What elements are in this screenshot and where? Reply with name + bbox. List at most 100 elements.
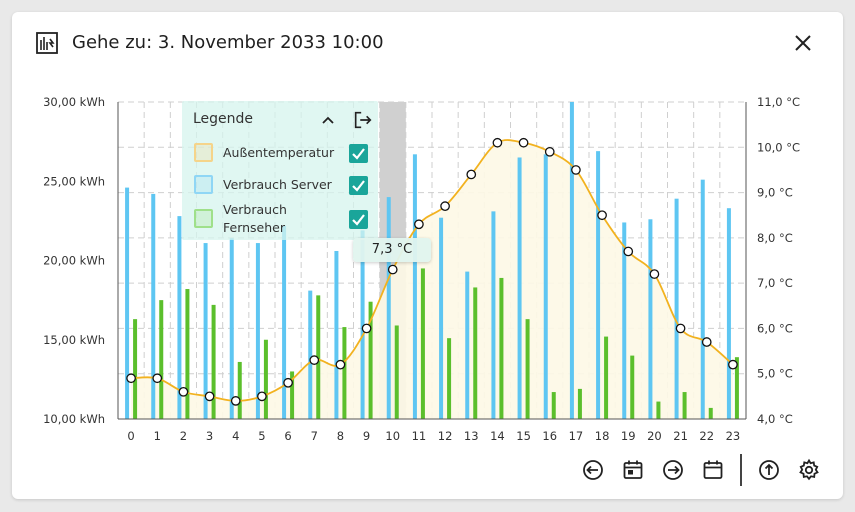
x-tick-label: 10 [385, 429, 400, 443]
server-bar [596, 151, 601, 419]
tv-bar [604, 336, 609, 419]
temperature-point [309, 355, 320, 365]
temperature-point [492, 137, 503, 148]
server-bar [517, 157, 522, 419]
tv-bar [551, 392, 556, 419]
toolbar-divider [740, 454, 742, 486]
y-tick-label-left: 10,00 kWh [43, 412, 105, 426]
y-tick-label-right: 5,0 °C [757, 367, 793, 381]
tv-bar [185, 289, 190, 419]
legend-item-temperature: Außentemperatur [193, 142, 378, 166]
tv-bar [734, 357, 739, 419]
temperature-point [728, 359, 738, 370]
legend-title: Legende [193, 111, 254, 127]
server-bar [543, 154, 548, 419]
server-bar [282, 225, 287, 419]
server-bar [465, 271, 470, 419]
x-tick-label: 11 [412, 429, 427, 443]
temperature-point [440, 201, 450, 212]
calendar-icon[interactable] [700, 457, 726, 483]
y-tick-label-left: 25,00 kWh [43, 174, 105, 188]
check-icon [352, 180, 365, 192]
x-tick-label: 23 [726, 429, 741, 443]
value-tooltip: 7,3 °C [353, 238, 431, 262]
tv-bar [290, 371, 295, 419]
server-bar [151, 193, 156, 419]
tv-bar [420, 268, 425, 419]
x-tick-label: 21 [673, 429, 688, 443]
x-tick-label: 3 [206, 429, 213, 443]
tv-bar [577, 388, 582, 419]
tv-bar [525, 319, 530, 419]
server-bar [255, 243, 260, 419]
tv-bar [499, 277, 504, 419]
temperature-point [649, 269, 660, 279]
temperature-point [597, 210, 607, 221]
building-meter-icon [36, 32, 58, 54]
legend-item-tv: Verbrauch Fernseher [193, 202, 378, 242]
legend-label: Außentemperatur [223, 145, 335, 160]
server-bar [334, 250, 339, 419]
temperature-area [131, 140, 733, 419]
tv-bar [159, 300, 164, 419]
legend-checkbox-tv[interactable] [349, 210, 368, 229]
legend-checkbox-temperature[interactable] [349, 144, 368, 163]
temperature-point [257, 391, 267, 402]
legend-label: Verbrauch Fernseher [223, 202, 287, 235]
y-tick-label-right: 4,0 °C [757, 412, 793, 426]
x-tick-label: 19 [621, 429, 636, 443]
x-tick-label: 0 [127, 429, 134, 443]
server-bar [308, 290, 313, 419]
chevron-up-icon[interactable] [318, 110, 338, 130]
close-icon[interactable] [791, 31, 815, 55]
server-bar [203, 243, 208, 419]
server-bar [622, 222, 627, 419]
server-bar [648, 219, 653, 419]
server-bar [726, 208, 731, 419]
y-tick-label-left: 20,00 kWh [43, 254, 105, 268]
tv-bar [473, 287, 478, 419]
upload-icon[interactable] [756, 457, 782, 483]
check-icon [352, 214, 365, 226]
next-icon[interactable] [660, 457, 686, 483]
y-tick-label-right: 6,0 °C [757, 321, 793, 335]
calendar-day-icon[interactable] [620, 457, 646, 483]
y-tick-label-right: 8,0 °C [757, 231, 793, 245]
tv-bar [656, 401, 661, 419]
temperature-point [623, 246, 634, 257]
settings-icon[interactable] [796, 457, 822, 483]
temperature-point [466, 169, 477, 180]
legend-checkbox-server[interactable] [349, 176, 368, 195]
server-bar [569, 102, 574, 419]
legend-panel: Legende Außentemperatur Verbrauch Server… [182, 101, 378, 240]
exit-icon[interactable] [352, 109, 374, 131]
previous-icon[interactable] [580, 457, 606, 483]
tv-bar [237, 361, 242, 419]
temperature-point [335, 359, 346, 370]
x-tick-label: 15 [516, 429, 531, 443]
server-bar [674, 198, 679, 419]
temperature-point [361, 323, 372, 334]
server-bar [125, 187, 130, 419]
server-bar [412, 154, 417, 419]
check-icon [352, 148, 365, 160]
y-tick-label-right: 10,0 °C [757, 140, 800, 154]
x-tick-label: 18 [595, 429, 610, 443]
temperature-point [701, 337, 712, 347]
x-tick-label: 13 [464, 429, 479, 443]
x-tick-label: 1 [154, 429, 161, 443]
x-tick-label: 20 [647, 429, 662, 443]
temperature-point [518, 137, 529, 148]
y-tick-label-left: 30,00 kWh [43, 95, 105, 109]
x-tick-label: 16 [542, 429, 557, 443]
tv-bar [394, 325, 399, 419]
server-bar [700, 179, 705, 419]
temperature-point [126, 373, 136, 384]
server-bar [491, 211, 496, 419]
server-bar [360, 230, 365, 419]
legend-item-server: Verbrauch Server [193, 174, 378, 198]
tv-bar [263, 339, 268, 419]
x-tick-label: 2 [180, 429, 187, 443]
legend-swatch [194, 209, 213, 228]
tv-bar [316, 295, 321, 419]
